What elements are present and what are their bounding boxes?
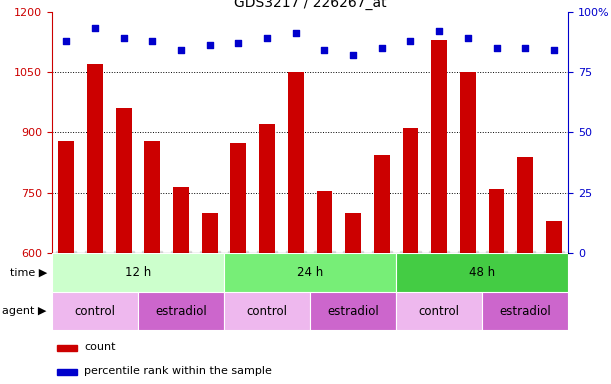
Text: 48 h: 48 h — [469, 266, 496, 279]
Point — [521, 45, 530, 51]
Point — [61, 38, 71, 44]
Bar — [57, 369, 76, 375]
Bar — [460, 72, 476, 253]
Point — [176, 47, 186, 53]
Bar — [259, 124, 275, 253]
Point — [434, 28, 444, 34]
Bar — [57, 345, 76, 351]
Point — [320, 47, 329, 53]
Bar — [403, 128, 419, 253]
Text: estradiol: estradiol — [499, 305, 551, 318]
Bar — [224, 253, 396, 292]
Bar — [489, 189, 505, 253]
Bar — [396, 292, 482, 330]
Bar — [482, 292, 568, 330]
Bar — [316, 191, 332, 253]
Bar — [173, 187, 189, 253]
Text: control: control — [419, 305, 459, 318]
Bar — [374, 155, 390, 253]
Point — [549, 47, 559, 53]
Bar — [288, 72, 304, 253]
Text: 12 h: 12 h — [125, 266, 151, 279]
Text: control: control — [75, 305, 115, 318]
Point — [492, 45, 502, 51]
Bar — [224, 292, 310, 330]
Bar — [52, 253, 224, 292]
Bar — [518, 157, 533, 253]
Point — [406, 38, 415, 44]
Point — [262, 35, 272, 41]
Bar — [115, 108, 131, 253]
Bar — [144, 141, 160, 253]
Bar — [345, 213, 361, 253]
Point — [233, 40, 243, 46]
Bar — [202, 213, 218, 253]
Point — [348, 52, 358, 58]
Title: GDS3217 / 226267_at: GDS3217 / 226267_at — [234, 0, 386, 10]
Text: percentile rank within the sample: percentile rank within the sample — [84, 366, 272, 376]
Bar — [310, 292, 396, 330]
Text: control: control — [247, 305, 288, 318]
Bar — [230, 142, 246, 253]
Point — [205, 42, 214, 48]
Bar — [52, 292, 138, 330]
Point — [291, 30, 301, 36]
Bar — [59, 141, 74, 253]
Point — [119, 35, 128, 41]
Bar — [138, 292, 224, 330]
Point — [463, 35, 473, 41]
Text: estradiol: estradiol — [327, 305, 379, 318]
Text: agent ▶: agent ▶ — [2, 306, 47, 316]
Point — [90, 25, 100, 31]
Bar — [546, 221, 562, 253]
Text: 24 h: 24 h — [297, 266, 323, 279]
Text: estradiol: estradiol — [155, 305, 207, 318]
Bar — [87, 64, 103, 253]
Bar — [396, 253, 568, 292]
Text: time ▶: time ▶ — [10, 268, 47, 278]
Point — [147, 38, 157, 44]
Text: count: count — [84, 342, 116, 352]
Bar — [431, 40, 447, 253]
Point — [377, 45, 387, 51]
